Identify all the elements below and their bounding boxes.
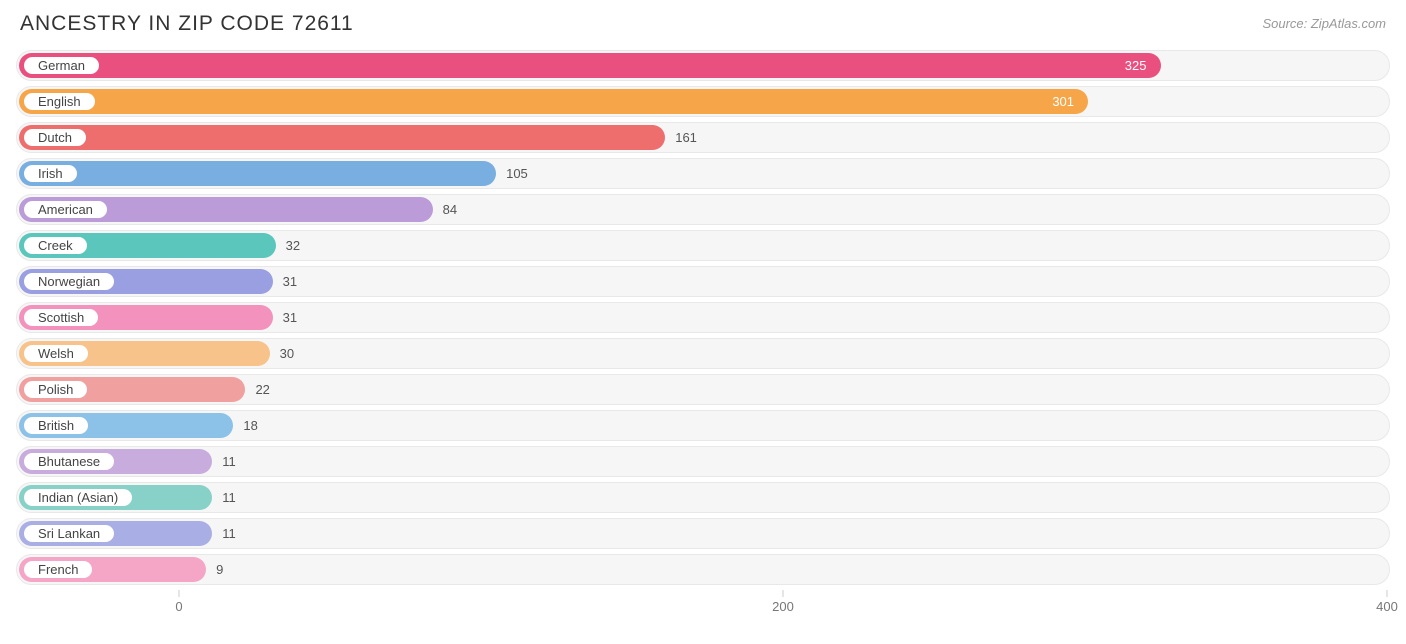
bar-label: Norwegian — [22, 271, 116, 292]
chart-header: ANCESTRY IN ZIP CODE 72611 Source: ZipAt… — [0, 0, 1406, 44]
bar-label: Bhutanese — [22, 451, 116, 472]
bar-label: Sri Lankan — [22, 523, 116, 544]
bar-row: Bhutanese 11 — [16, 446, 1390, 477]
bar-value: 161 — [665, 122, 697, 153]
bar-row: Indian (Asian) 11 — [16, 482, 1390, 513]
axis-tick-label: 200 — [772, 599, 794, 614]
bar-value: 22 — [245, 374, 269, 405]
bar-label: French — [22, 559, 94, 580]
bar-value: 325 — [19, 50, 1161, 81]
bar-value: 9 — [206, 554, 223, 585]
bar-label: Indian (Asian) — [22, 487, 134, 508]
axis-tick-line — [783, 590, 784, 597]
bar-row: Sri Lankan 11 — [16, 518, 1390, 549]
bar-row: Irish 105 — [16, 158, 1390, 189]
chart-source: Source: ZipAtlas.com — [1262, 12, 1386, 31]
bar-label: Dutch — [22, 127, 88, 148]
bar-row: Scottish 31 — [16, 302, 1390, 333]
bar-value: 11 — [212, 518, 236, 549]
axis-tick-line — [1387, 590, 1388, 597]
axis-tick-label: 0 — [175, 599, 182, 614]
chart-title: ANCESTRY IN ZIP CODE 72611 — [20, 12, 354, 36]
bar-label: Irish — [22, 163, 79, 184]
bar-value: 105 — [496, 158, 528, 189]
bar-value: 31 — [273, 266, 297, 297]
bar-label: Polish — [22, 379, 89, 400]
bar-row: Dutch 161 — [16, 122, 1390, 153]
bar-label: American — [22, 199, 109, 220]
axis-tick-line — [179, 590, 180, 597]
bar-row: Creek 32 — [16, 230, 1390, 261]
bar-row: Welsh 30 — [16, 338, 1390, 369]
bar-value: 31 — [273, 302, 297, 333]
bar-value: 18 — [233, 410, 257, 441]
bar-label: Scottish — [22, 307, 100, 328]
bar-row: Polish 22 — [16, 374, 1390, 405]
bar-row: American 84 — [16, 194, 1390, 225]
bar-row: English301 — [16, 86, 1390, 117]
bar-value: 30 — [270, 338, 294, 369]
bar-label: British — [22, 415, 90, 436]
bar-row: German325 — [16, 50, 1390, 81]
bar-label: Welsh — [22, 343, 90, 364]
bar-fill — [19, 161, 496, 186]
bar-label: Creek — [22, 235, 89, 256]
bar-fill — [19, 125, 665, 150]
bar-row: British 18 — [16, 410, 1390, 441]
bar-value: 32 — [276, 230, 300, 261]
bar-row: Norwegian 31 — [16, 266, 1390, 297]
bar-value: 11 — [212, 446, 236, 477]
bar-row: French 9 — [16, 554, 1390, 585]
x-axis: 0200400 — [16, 590, 1390, 620]
chart-area: German325 English301 Dutch 161 Irish 105 Ameri… — [0, 44, 1406, 585]
bar-value: 84 — [433, 194, 457, 225]
bar-value: 301 — [19, 86, 1088, 117]
axis-tick-label: 400 — [1376, 599, 1398, 614]
bar-value: 11 — [212, 482, 236, 513]
